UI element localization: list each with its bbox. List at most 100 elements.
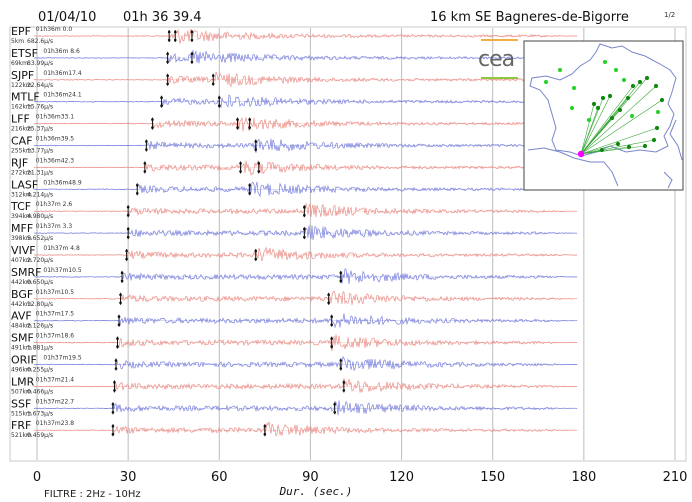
map-station-14 (637, 79, 643, 85)
map-station-links (580, 77, 663, 155)
x-tick-label-0: 0 (33, 470, 41, 485)
station-dist-ETSF: 69km (11, 60, 28, 67)
station-amp-EPF: 682.6µ/s (27, 38, 53, 45)
marker-dot-s-MTLF (217, 96, 221, 99)
station-time-AVF: 01h37m17.5 (36, 311, 74, 318)
marker-dot2-s-ETSF (190, 60, 194, 64)
map-link-1 (580, 143, 619, 155)
x-tick-label-180: 180 (571, 470, 596, 485)
station-amp-LFF: 25.37µ/s (27, 126, 53, 133)
marker-dot2-p-SJPF (166, 82, 169, 86)
marker-dot-s-SMRF (339, 271, 343, 275)
station-amp-AVF: 2.126µ/s (27, 323, 53, 330)
marker-dot2-p-ORIF (114, 367, 118, 370)
station-dist-SMF: 491km (11, 345, 32, 352)
marker-dot2-s-SSF (333, 411, 337, 414)
trace-VIVF (33, 246, 577, 262)
station-name-FRF: FRF (11, 419, 31, 432)
map-link-5 (580, 127, 658, 155)
marker-dot2-s2-EPF (190, 38, 194, 42)
marker-dot2-p-CAF (145, 148, 148, 151)
station-dist-SSF: 515km (11, 410, 32, 417)
station-name-LMR: LMR (11, 375, 35, 388)
header-time: 01h 36 39.4 (123, 10, 202, 25)
x-tick-label-60: 60 (211, 470, 228, 485)
trace-SSF (33, 400, 578, 416)
map-station-8 (607, 93, 613, 99)
station-name-SJPF: SJPF (11, 69, 34, 82)
logo-text: cea (478, 47, 514, 72)
marker-dot-s2-LFF (248, 118, 251, 121)
station-dist-MFF: 398km (11, 235, 32, 242)
marker-dot-p-LASF (135, 184, 139, 187)
station-time-RJF: 01h36m42.3 (36, 157, 74, 164)
marker-dot-p-RJF (143, 162, 147, 165)
marker-dot2-s-LFF (236, 126, 239, 129)
marker-dot2-s-CAF (254, 148, 258, 151)
map-station-3 (642, 143, 648, 149)
marker-dot2-s-EPF (173, 38, 177, 42)
marker-dot-s-SMF (330, 337, 333, 340)
station-amp-ETSF: 83.99µ/s (27, 60, 53, 67)
map-station-7 (595, 105, 601, 111)
marker-dot2-s-ORIF (339, 367, 343, 370)
map-frame (523, 40, 684, 191)
map-coastline-spain (527, 147, 619, 187)
x-tick-label-120: 120 (389, 470, 414, 485)
map-station-26 (586, 117, 592, 123)
x-axis-ticks: 0 30 60 90 120 150 180 210 (33, 470, 688, 485)
x-tick-label-150: 150 (480, 470, 505, 485)
map-link-3 (580, 145, 646, 155)
trace-LFF (33, 116, 577, 132)
marker-dot2-s-AVF (330, 323, 333, 327)
station-name-EPF: EPF (11, 25, 31, 38)
marker-dot2-p-MTLF (160, 104, 163, 107)
marker-dot-s-TCF (303, 205, 306, 209)
station-dist-LMR: 507km (11, 388, 32, 395)
station-amp-CAF: 13.77µ/s (27, 148, 53, 155)
marker-dot-s-EPF (173, 30, 177, 34)
marker-dot-p-SSF (111, 403, 115, 406)
marker-dot2-s-BGF (327, 301, 330, 305)
plot-frame (9, 26, 687, 462)
marker-dot2-s-TCF (303, 213, 306, 217)
marker-dot2-s-SMF (330, 345, 333, 348)
station-dist-RJF: 272km (11, 169, 32, 176)
station-labels: EPF 01h36m 0.0 5km 682.6µ/s ETSF 01h36m 8.6 69… (10, 25, 82, 439)
marker-dot-s-SSF (333, 403, 337, 406)
station-time-LASF: 01h36m48.9 (43, 179, 81, 186)
station-dist-TCF: 394km (11, 213, 32, 220)
map-coastline-italy (663, 119, 683, 189)
marker-dot2-p-MFF (126, 235, 130, 239)
marker-dot-p-SMRF (120, 271, 124, 275)
station-dist-MTLF: 162km (11, 104, 32, 111)
x-tick-label-30: 30 (120, 470, 137, 485)
marker-dot-s-BGF (327, 293, 330, 297)
map-station-9 (600, 95, 606, 101)
station-name-ETSF: ETSF (11, 47, 38, 60)
marker-dot2-p-SMF (116, 345, 119, 348)
marker-dot2-p-LMR (113, 389, 116, 392)
marker-dot2-p-LASF (135, 192, 139, 195)
station-name-MFF: MFF (11, 222, 33, 235)
marker-dot-s2-RJF (257, 162, 261, 165)
marker-dot-p-LFF (151, 118, 154, 121)
station-time-SSF: 01h37m22.7 (36, 398, 74, 405)
marker-dot-s-FRF (263, 424, 267, 428)
marker-dot-s-CAF (254, 140, 258, 143)
map-station-16 (653, 83, 659, 89)
marker-dot-p-ORIF (114, 359, 118, 362)
station-time-FRF: 01h37m23.8 (36, 420, 74, 427)
map-station-24 (543, 79, 549, 85)
map-station-0 (599, 147, 605, 153)
marker-dot-s-LMR (342, 381, 346, 384)
station-time-CAF: 01h36m39.5 (36, 136, 74, 143)
trace-BGF (33, 290, 577, 306)
station-name-BGF: BGF (11, 288, 33, 301)
marker-dot-p-LMR (113, 381, 116, 384)
map-link-13 (580, 85, 634, 155)
station-name-RJF: RJF (11, 156, 28, 169)
map-station-17 (659, 97, 665, 103)
station-amp-RJF: 21.31µ/s (27, 169, 53, 176)
